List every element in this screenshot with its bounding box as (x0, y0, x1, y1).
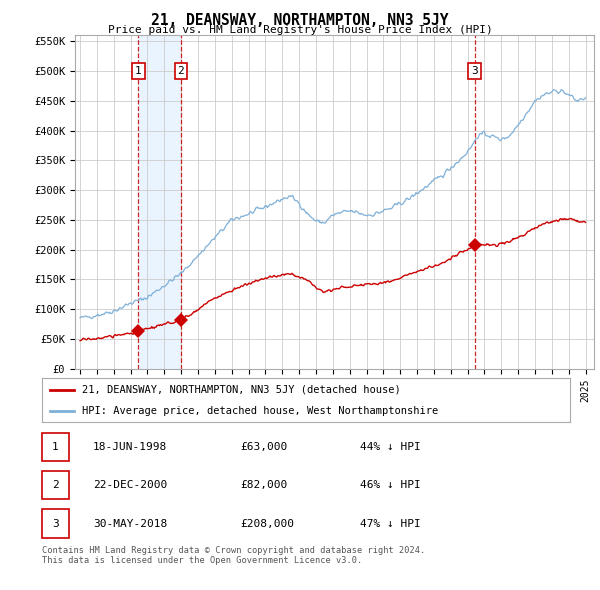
Text: 18-JUN-1998: 18-JUN-1998 (93, 442, 167, 452)
Text: Contains HM Land Registry data © Crown copyright and database right 2024.
This d: Contains HM Land Registry data © Crown c… (42, 546, 425, 565)
Text: 46% ↓ HPI: 46% ↓ HPI (360, 480, 421, 490)
Text: 47% ↓ HPI: 47% ↓ HPI (360, 519, 421, 529)
Text: £82,000: £82,000 (240, 480, 287, 490)
Text: 3: 3 (471, 66, 478, 76)
Text: 2: 2 (52, 480, 59, 490)
Text: 3: 3 (52, 519, 59, 529)
Text: 2: 2 (177, 66, 184, 76)
Text: HPI: Average price, detached house, West Northamptonshire: HPI: Average price, detached house, West… (82, 406, 438, 416)
Text: 22-DEC-2000: 22-DEC-2000 (93, 480, 167, 490)
Text: £208,000: £208,000 (240, 519, 294, 529)
Text: 21, DEANSWAY, NORTHAMPTON, NN3 5JY (detached house): 21, DEANSWAY, NORTHAMPTON, NN3 5JY (deta… (82, 385, 400, 395)
Text: 1: 1 (52, 442, 59, 452)
Text: 21, DEANSWAY, NORTHAMPTON, NN3 5JY: 21, DEANSWAY, NORTHAMPTON, NN3 5JY (151, 13, 449, 28)
Text: Price paid vs. HM Land Registry's House Price Index (HPI): Price paid vs. HM Land Registry's House … (107, 25, 493, 35)
Text: £63,000: £63,000 (240, 442, 287, 452)
Text: 44% ↓ HPI: 44% ↓ HPI (360, 442, 421, 452)
Bar (139, 35, 181, 369)
Text: 30-MAY-2018: 30-MAY-2018 (93, 519, 167, 529)
Text: 1: 1 (135, 66, 142, 76)
